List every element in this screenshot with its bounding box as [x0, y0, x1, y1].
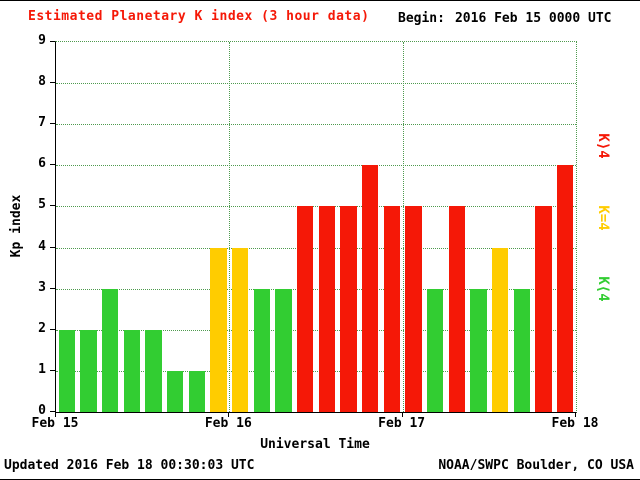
y-tick: [50, 411, 55, 412]
y-tick-label: 4: [38, 238, 46, 254]
begin-label: Begin:: [398, 11, 445, 26]
y-tick: [50, 123, 55, 125]
y-tick: [50, 205, 55, 207]
x-tick: [55, 412, 56, 417]
h-gridline: [56, 329, 576, 331]
y-tick-label: 7: [38, 115, 46, 131]
y-tick-label: 9: [38, 33, 46, 48]
v-gridline: [229, 42, 231, 412]
y-tick-label: 3: [38, 279, 46, 295]
kp-bar: [253, 288, 271, 412]
kp-bar: [123, 329, 141, 412]
y-tick: [50, 82, 55, 84]
kp-bar: [405, 206, 422, 412]
plot-area: [55, 41, 577, 413]
h-gridline: [56, 288, 576, 290]
y-tick-label: 1: [38, 361, 46, 377]
updated-timestamp: Updated 2016 Feb 18 00:30:03 UTC: [4, 458, 255, 473]
x-tick-label: Feb 18: [551, 416, 599, 431]
kp-bar: [340, 206, 357, 412]
kp-bar: [556, 165, 574, 412]
kp-bar: [145, 329, 162, 412]
y-tick: [50, 369, 55, 371]
kp-bar: [275, 288, 292, 412]
kp-bar: [535, 206, 552, 412]
y-tick-label: 8: [38, 74, 46, 90]
x-tick: [401, 412, 403, 417]
x-axis-title: Universal Time: [260, 437, 370, 452]
h-gridline: [56, 124, 576, 126]
kp-bar: [210, 247, 227, 412]
begin-block: Begin: 2016 Feb 15 0000 UTC: [398, 11, 612, 26]
legend-item-k-eq-4: K=4: [595, 205, 611, 231]
y-tick: [50, 246, 55, 248]
kp-bar: [513, 288, 531, 412]
h-gridline: [56, 83, 576, 85]
kp-bar: [383, 206, 401, 412]
legend-item-k-lt-4: K⟨4: [595, 276, 611, 302]
x-tick-label: Feb 15: [31, 416, 79, 431]
y-tick-label: 6: [38, 156, 46, 172]
kp-bar: [448, 206, 466, 412]
x-tick: [575, 412, 576, 417]
x-tick-label: Feb 17: [378, 416, 426, 431]
y-tick: [50, 41, 55, 42]
h-gridline: [56, 165, 576, 167]
kp-bar: [491, 247, 509, 412]
kp-bar: [296, 206, 314, 412]
kp-bar: [58, 329, 76, 412]
legend-item-k-gt-4: K⟩4: [595, 133, 611, 159]
x-tick: [228, 412, 230, 417]
begin-value: 2016 Feb 15 0000 UTC: [454, 11, 612, 26]
y-tick-label: 2: [38, 320, 46, 336]
kp-bar: [318, 206, 336, 412]
kp-bar: [80, 329, 97, 412]
y-tick: [50, 287, 55, 289]
kp-bar: [188, 370, 206, 412]
kp-bar: [426, 288, 444, 412]
h-gridline: [56, 247, 576, 249]
y-tick: [50, 164, 55, 166]
kp-bar: [166, 370, 184, 412]
h-gridline: [56, 370, 576, 372]
y-tick-label: 0: [38, 403, 46, 418]
h-gridline: [56, 206, 576, 208]
kp-bar: [101, 288, 119, 412]
chart-title: Estimated Planetary K index (3 hour data…: [28, 9, 370, 24]
kp-bar: [361, 165, 379, 412]
kp-bar: [470, 288, 487, 412]
kp-bar: [231, 247, 249, 412]
y-tick: [50, 328, 55, 330]
x-tick-label: Feb 16: [204, 416, 252, 431]
source-credit: NOAA/SWPC Boulder, CO USA: [438, 458, 634, 473]
y-tick-label: 5: [38, 197, 46, 213]
v-gridline: [402, 42, 404, 412]
